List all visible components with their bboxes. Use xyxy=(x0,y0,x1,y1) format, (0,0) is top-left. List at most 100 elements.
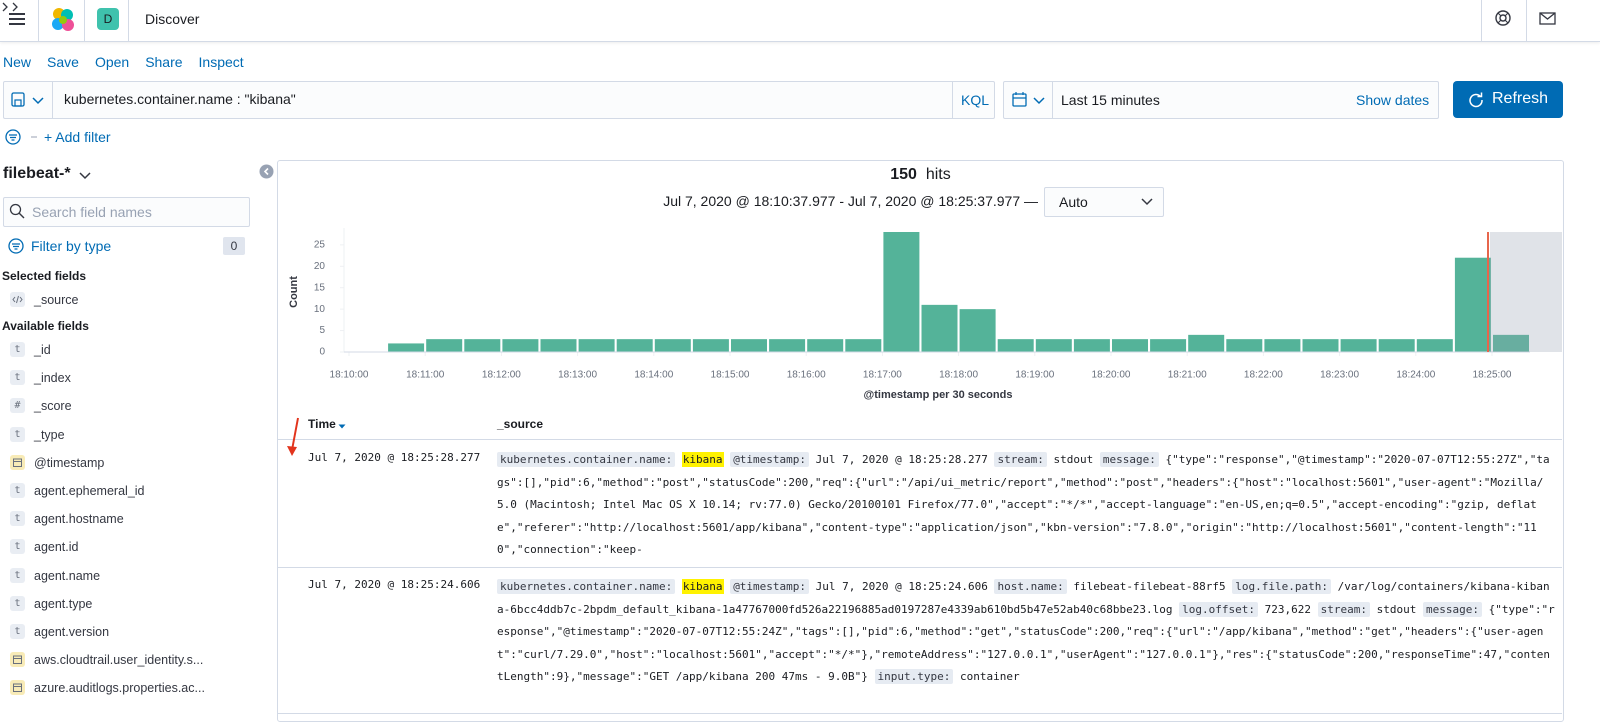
row-time: Jul 7, 2020 @ 18:25:28.277 xyxy=(308,451,481,464)
row-time: Jul 7, 2020 @ 18:25:24.606 xyxy=(308,578,481,591)
field-item[interactable]: t agent.id xyxy=(0,533,270,561)
column-header: _source xyxy=(497,417,544,431)
menu-item[interactable]: Share xyxy=(145,54,183,70)
chevron xyxy=(2,2,8,12)
field-name: _id xyxy=(34,343,51,357)
menu-item[interactable]: New xyxy=(3,54,32,70)
x-tick-label: 18:25:00 xyxy=(1473,370,1512,381)
field-item[interactable]: t _index xyxy=(0,364,270,392)
newsfeed-button[interactable] xyxy=(1539,12,1557,26)
field-type-icon: t xyxy=(10,342,25,357)
show-dates-button[interactable]: Show dates xyxy=(1356,92,1430,108)
field-item[interactable]: azure.auditlogs.properties.ac... xyxy=(0,674,270,702)
sort-icon[interactable] xyxy=(337,421,347,431)
expand-toggle[interactable] xyxy=(0,1,10,13)
collapse-sidebar-button[interactable] xyxy=(259,164,274,179)
bar xyxy=(426,339,463,352)
divider xyxy=(52,82,53,118)
refresh-icon xyxy=(1469,92,1483,108)
bar xyxy=(464,339,501,352)
field-search[interactable] xyxy=(3,197,250,227)
source-key: stream: xyxy=(994,452,1047,467)
x-tick-label: 18:21:00 xyxy=(1168,370,1207,381)
filter-options-button[interactable] xyxy=(4,128,42,146)
field-name: @timestamp xyxy=(34,455,105,470)
x-tick-label: 18:12:00 xyxy=(482,370,521,381)
bar xyxy=(1035,339,1072,352)
field-type-icon: t xyxy=(10,624,25,639)
query-language-button[interactable]: KQL xyxy=(961,92,990,108)
field-item[interactable]: t agent.name xyxy=(0,562,270,590)
divider xyxy=(1526,0,1527,41)
field-item[interactable]: t _id xyxy=(0,336,270,364)
hits-label: hits xyxy=(925,166,951,183)
icon-bg xyxy=(10,454,25,470)
field-item[interactable]: aws.cloudtrail.user_identity.s... xyxy=(0,646,270,674)
annotation-arrow xyxy=(287,417,299,456)
interval-chevron xyxy=(1141,198,1153,206)
query-input[interactable]: kubernetes.container.name : "kibana" xyxy=(64,91,296,107)
source-value: Jul 7, 2020 @ 18:25:28.277 xyxy=(815,453,988,466)
divider xyxy=(1481,0,1482,41)
field-type-icon: t xyxy=(10,370,25,386)
breadcrumb: Discover xyxy=(145,11,200,27)
field-item[interactable]: @timestamp xyxy=(0,449,270,477)
row-source: kubernetes.container.name: kibana @times… xyxy=(497,576,1555,689)
refresh-button[interactable] xyxy=(1453,81,1563,118)
x-tick-label: 18:13:00 xyxy=(558,370,597,381)
field-item[interactable]: t _type xyxy=(0,421,270,449)
field-item[interactable]: _source xyxy=(0,286,270,314)
source-value: stdout xyxy=(1053,453,1094,466)
bar xyxy=(921,304,958,352)
column-header[interactable]: Time xyxy=(308,417,336,431)
x-tick-label: 18:17:00 xyxy=(863,370,902,381)
add-filter-button[interactable]: + Add filter xyxy=(44,129,111,145)
source-key: log.offset: xyxy=(1179,601,1258,617)
x-tick-label: 18:14:00 xyxy=(634,370,673,381)
bar xyxy=(1302,339,1339,352)
field-item[interactable]: t agent.type xyxy=(0,590,270,618)
field-name: _score xyxy=(34,399,72,414)
chevron xyxy=(12,2,18,12)
source-key: kubernetes.container.name: xyxy=(497,579,676,594)
field-item[interactable]: t agent.version xyxy=(0,618,270,646)
expand-toggle[interactable] xyxy=(10,1,20,13)
filter-by-type-button[interactable]: Filter by type xyxy=(31,238,112,254)
x-tick-label: 18:16:00 xyxy=(787,370,826,381)
row-divider xyxy=(278,713,1562,714)
index-pattern[interactable]: filebeat-* xyxy=(3,165,71,182)
icon-glyph xyxy=(13,655,22,665)
menu-button[interactable] xyxy=(8,10,28,30)
quick-menu-button[interactable] xyxy=(1011,91,1047,109)
help-button[interactable] xyxy=(1494,9,1512,27)
filter-count-badge: 0 xyxy=(223,237,245,255)
field-name: agent.hostname xyxy=(34,512,124,527)
field-name: agent.ephemeral_id xyxy=(34,484,145,498)
row-divider xyxy=(278,567,1562,568)
field-search-placeholder: Search field names xyxy=(32,204,152,220)
field-item[interactable]: # _score xyxy=(0,392,270,420)
saved-query-button[interactable] xyxy=(10,91,46,109)
bar xyxy=(731,339,767,352)
space-avatar[interactable]: D xyxy=(97,8,119,30)
menu-item[interactable]: Inspect xyxy=(198,54,244,70)
menu-item[interactable]: Open xyxy=(94,54,130,70)
icon-bg xyxy=(10,652,25,668)
source-key: @timestamp: xyxy=(730,452,810,467)
icon-glyph xyxy=(13,458,22,467)
index-pattern-chevron[interactable] xyxy=(77,167,93,183)
field-name: _source xyxy=(34,293,79,307)
field-item[interactable]: t agent.ephemeral_id xyxy=(0,477,270,505)
field-name: agent.id xyxy=(34,540,79,555)
bar xyxy=(692,339,729,352)
bar xyxy=(578,339,615,352)
section-heading: Available fields xyxy=(2,319,89,333)
bar xyxy=(616,339,653,352)
kibana-logo[interactable] xyxy=(50,6,76,34)
field-item[interactable]: t agent.hostname xyxy=(0,505,270,533)
bar xyxy=(845,339,882,352)
menu-item[interactable]: Save xyxy=(47,54,79,70)
y-tick-label: 10 xyxy=(314,304,326,315)
source-key: message: xyxy=(1099,452,1159,467)
